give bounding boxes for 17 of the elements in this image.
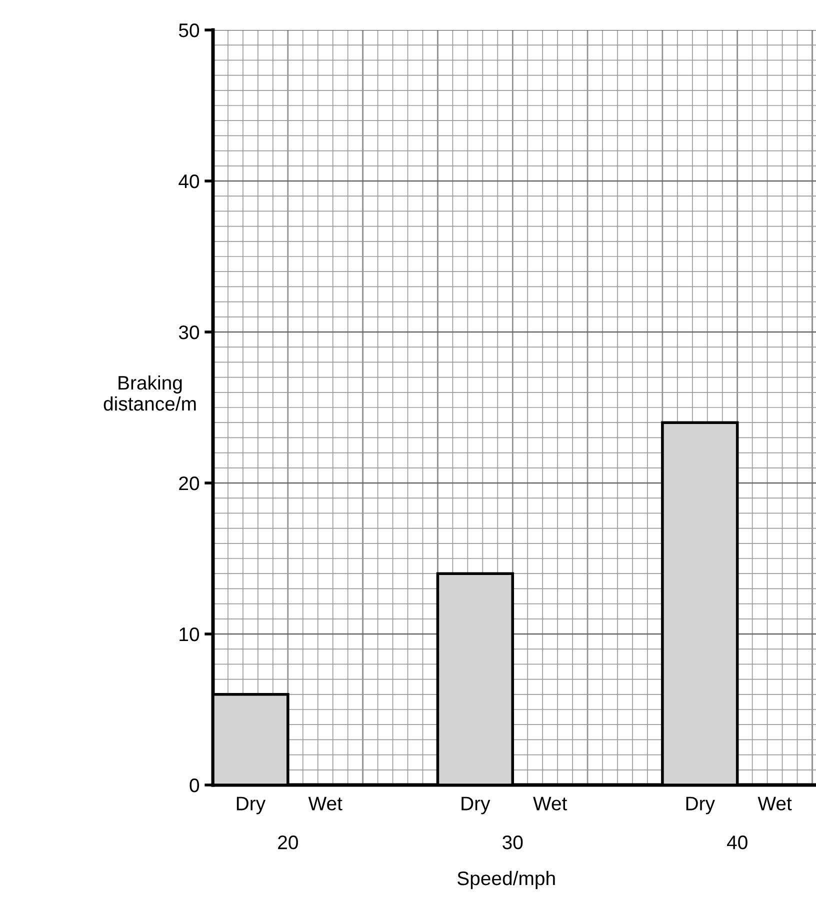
x-tick-label: Dry bbox=[236, 796, 266, 814]
text: 20 bbox=[278, 836, 298, 850]
y-tick-label: 20 bbox=[179, 476, 200, 490]
y-tick-label: 10 bbox=[180, 627, 200, 642]
text: 30 bbox=[502, 836, 523, 850]
x-tick-label: Wet bbox=[308, 796, 342, 810]
x-axis-title: Speed/mph bbox=[458, 870, 555, 890]
y-tick-label: 0 bbox=[190, 778, 200, 792]
x-tick-label: Dry bbox=[462, 796, 490, 814]
y-tick-label: 50 bbox=[178, 23, 200, 38]
text: 40 bbox=[726, 836, 748, 850]
y-tick-label: 30 bbox=[178, 325, 200, 340]
x-tick-label: Wet bbox=[533, 796, 568, 810]
y-axis-title: Braking distance/m bbox=[104, 375, 196, 411]
x-tick-label: Wet bbox=[758, 796, 792, 810]
x-tick-label: Dry bbox=[686, 796, 715, 814]
y-tick-label: 40 bbox=[178, 174, 200, 188]
